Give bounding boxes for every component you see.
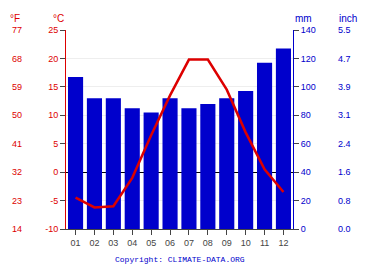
svg-text:0.8: 0.8	[338, 196, 351, 206]
svg-text:40: 40	[301, 167, 311, 177]
svg-text:80: 80	[301, 110, 311, 120]
svg-text:0.0: 0.0	[338, 224, 351, 234]
svg-text:2.4: 2.4	[338, 139, 351, 149]
svg-text:4.7: 4.7	[338, 54, 351, 64]
svg-text:09: 09	[222, 238, 232, 248]
svg-text:12: 12	[278, 238, 288, 248]
svg-text:120: 120	[301, 54, 316, 64]
svg-text:Copyright: CLIMATE-DATA.ORG: Copyright: CLIMATE-DATA.ORG	[115, 255, 245, 264]
svg-text:3.1: 3.1	[338, 110, 351, 120]
svg-text:10: 10	[241, 238, 251, 248]
svg-text:mm: mm	[295, 13, 312, 24]
svg-text:23: 23	[12, 196, 22, 206]
svg-text:06: 06	[165, 238, 175, 248]
svg-text:-5: -5	[50, 196, 58, 206]
svg-text:inch: inch	[339, 13, 357, 24]
svg-text:11: 11	[260, 238, 269, 248]
svg-text:77: 77	[12, 25, 22, 35]
svg-text:07: 07	[184, 238, 194, 248]
svg-text:05: 05	[146, 238, 156, 248]
svg-text:03: 03	[108, 238, 118, 248]
svg-text:140: 140	[301, 25, 316, 35]
svg-text:1.6: 1.6	[338, 167, 351, 177]
svg-text:20: 20	[301, 196, 311, 206]
svg-text:0: 0	[301, 224, 306, 234]
svg-text:59: 59	[12, 82, 22, 92]
svg-text:100: 100	[301, 82, 316, 92]
svg-text:5: 5	[53, 139, 58, 149]
svg-text:15: 15	[48, 82, 58, 92]
svg-text:20: 20	[48, 54, 58, 64]
svg-text:60: 60	[301, 139, 311, 149]
svg-text:04: 04	[127, 238, 137, 248]
svg-text:10: 10	[48, 110, 58, 120]
svg-text:3.9: 3.9	[338, 82, 351, 92]
svg-text:-10: -10	[45, 224, 58, 234]
svg-text:50: 50	[12, 110, 22, 120]
svg-text:68: 68	[12, 54, 22, 64]
svg-text:41: 41	[12, 139, 22, 149]
svg-text:08: 08	[203, 238, 213, 248]
svg-text:32: 32	[12, 167, 22, 177]
svg-text:°C: °C	[53, 13, 64, 24]
svg-text:5.5: 5.5	[338, 25, 351, 35]
svg-text:02: 02	[89, 238, 99, 248]
svg-text:°F: °F	[10, 13, 20, 24]
svg-text:01: 01	[71, 238, 81, 248]
svg-text:25: 25	[48, 25, 58, 35]
svg-text:0: 0	[53, 167, 58, 177]
svg-text:14: 14	[12, 224, 22, 234]
